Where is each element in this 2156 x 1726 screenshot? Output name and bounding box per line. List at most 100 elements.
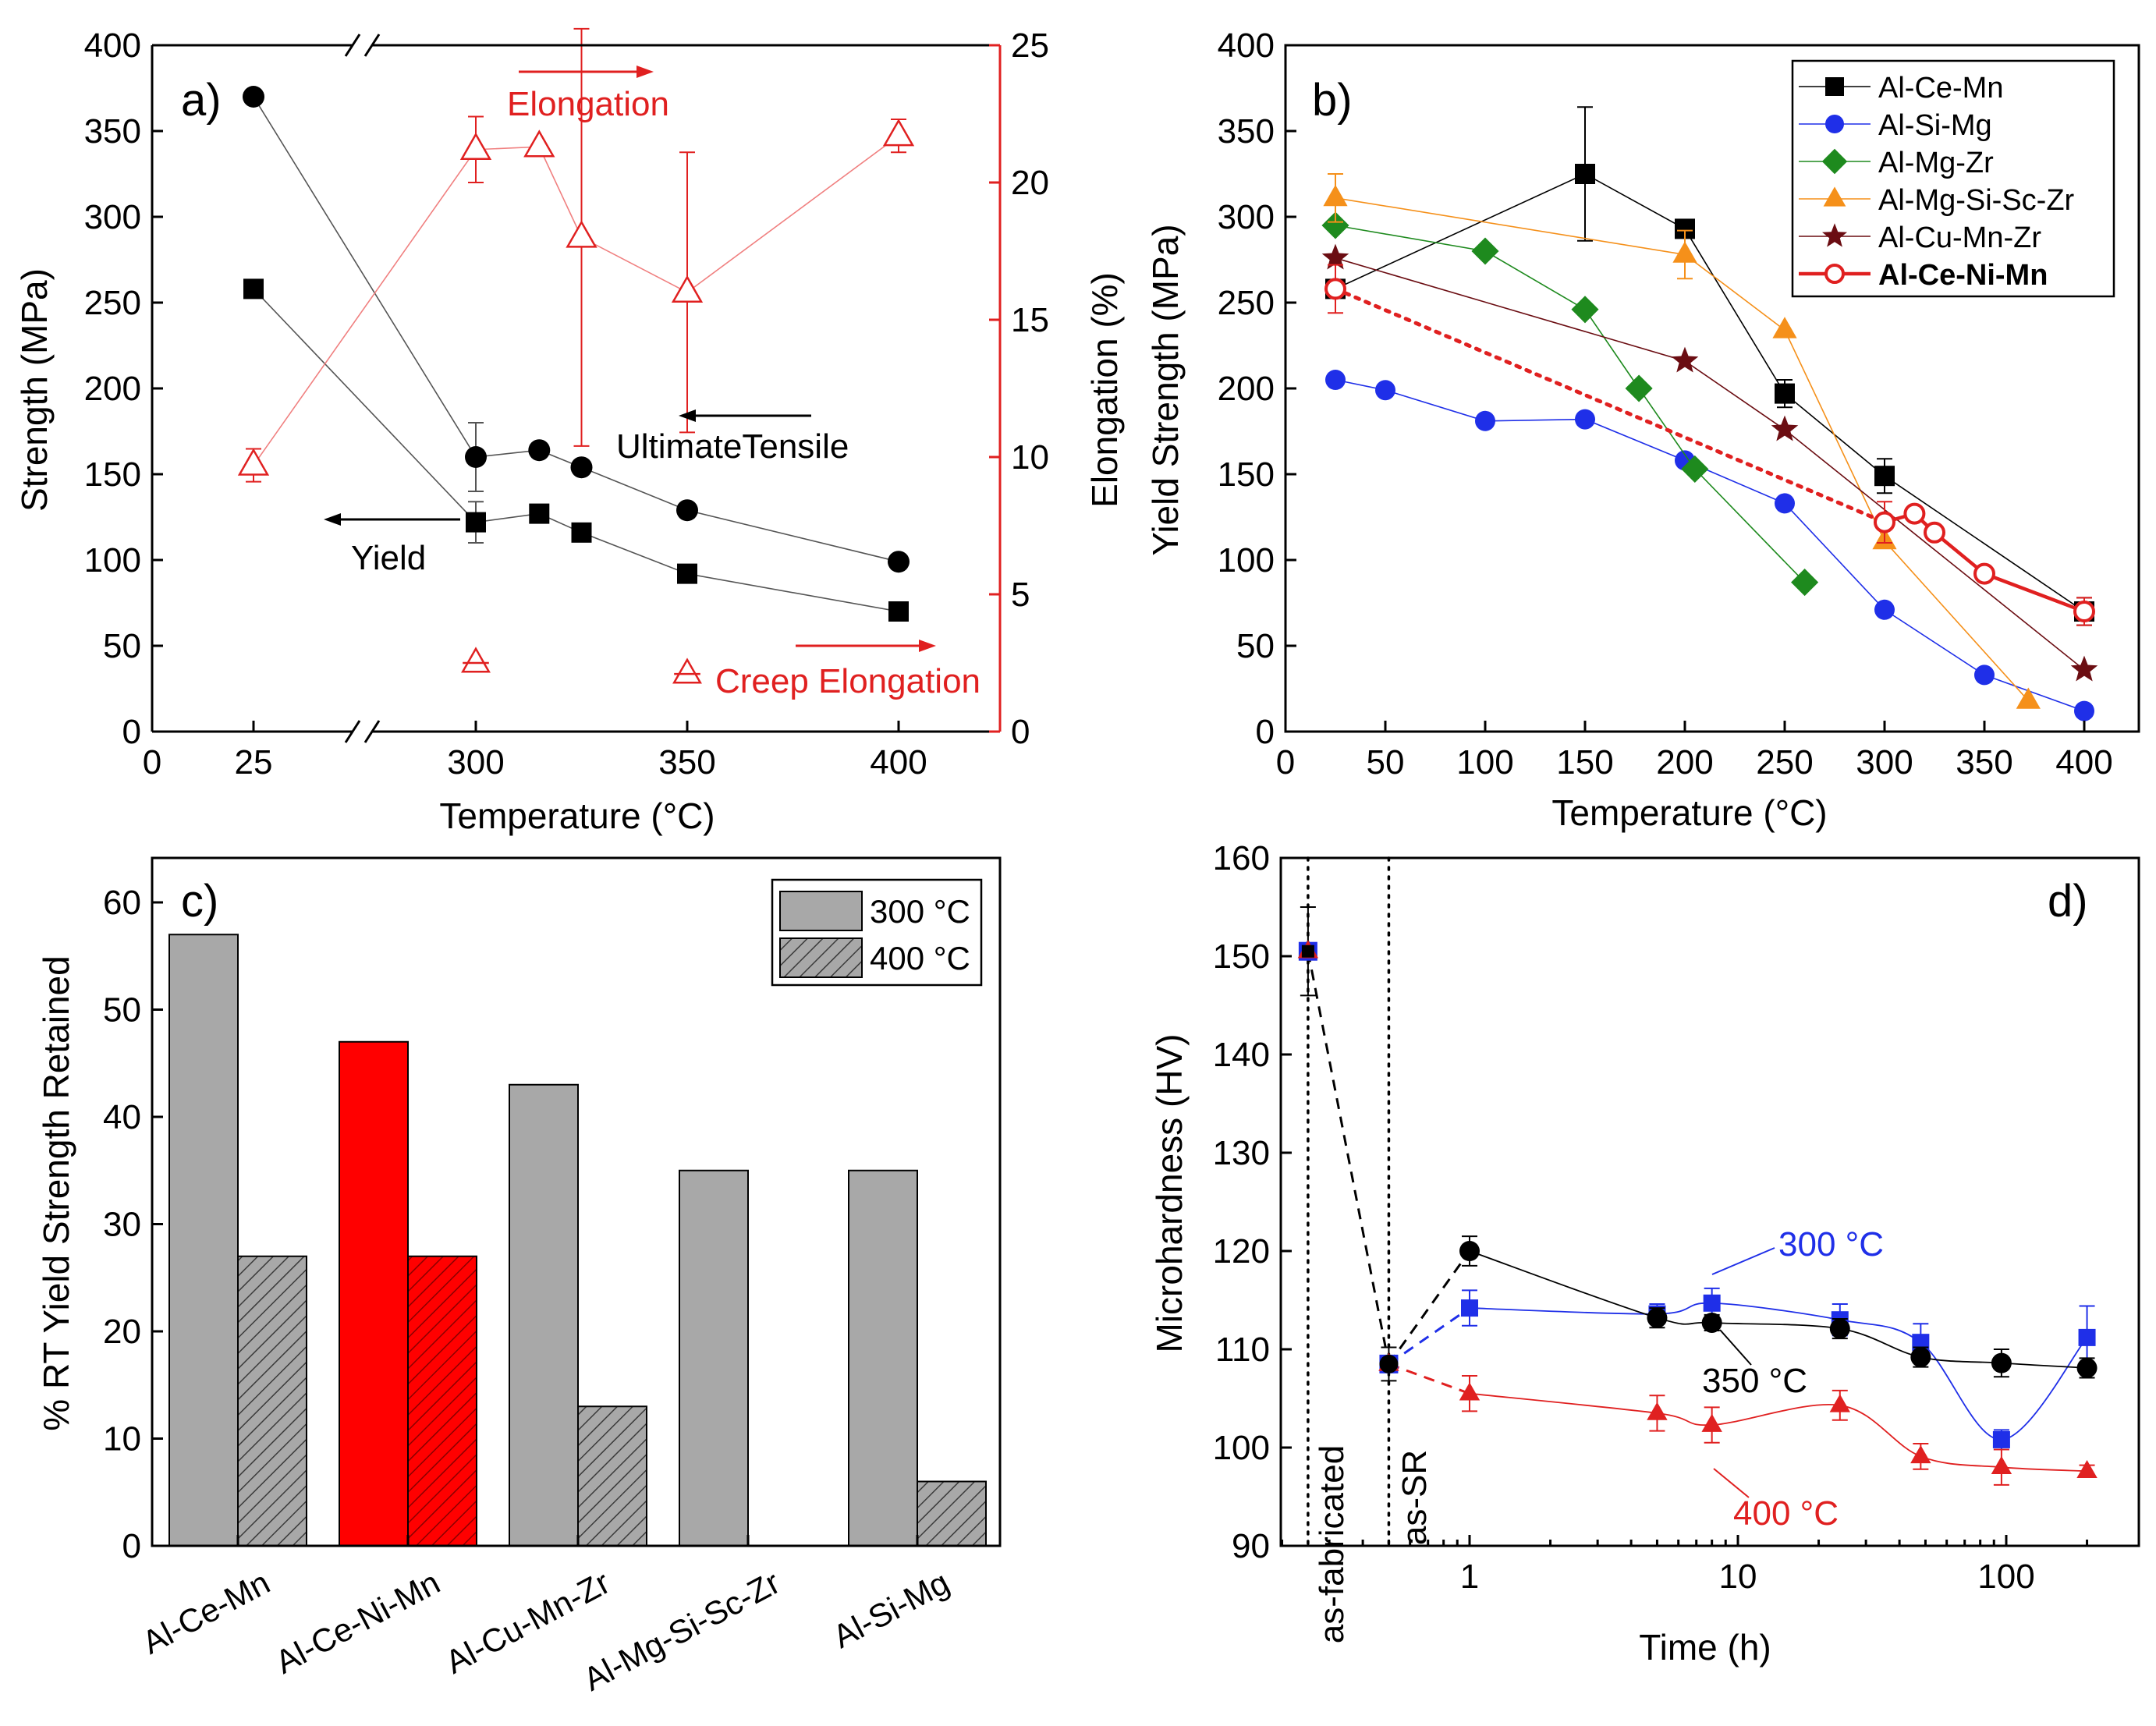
panel-b-series-Al-Mg-Zr [1321,211,1819,597]
panel-d-s2-point-0 [1459,1382,1480,1401]
bar-300-Al-Cu-Mn-Zr [509,1083,579,1547]
panel-d-vline-label-asfab: as-fabricated [1313,1445,1351,1643]
panel-d-series-350 °C [1459,1235,2097,1379]
panel-a-xtick-label-400: 400 [870,743,927,781]
panel-a-xlabel: Temperature (°C) [439,796,715,836]
bar-400-Al-Si-Mg [917,1480,987,1547]
panel-b-s4-point-1 [1671,346,1699,373]
panel-c-ytick-label-10: 10 [103,1420,141,1458]
panel-a-series-1 [243,278,909,622]
legend-b-marker-1 [1825,115,1844,133]
panel-b-ytick-label-50: 50 [1236,627,1275,665]
panel-c-ytick-label-0: 0 [122,1527,141,1565]
panel-c-ytick-label-30: 30 [103,1206,141,1244]
panel-a-s3-point-0-tri [461,647,491,673]
panel-d-s2-point-4 [1910,1445,1931,1464]
legend-b-marker-2 [1821,148,1848,175]
panel-c-legend: 300 °C 400 °C [771,878,983,987]
panel-b-xtick-label-250: 250 [1756,743,1813,781]
panel-d-s1-point-0 [1459,1241,1480,1261]
panel-a-series-2 [237,27,915,483]
legend-b-marker-4 [1822,223,1847,247]
panel-b-ytick-label-400: 400 [1218,27,1275,65]
panel-a-ytick-label-150: 150 [84,455,141,494]
panel-b-series-Al-Ce-Ni-Mn [1324,264,2095,626]
panel-b-xtick-label-350: 350 [1956,743,2012,781]
bar-400-Al-Ce-Ni-Mn [407,1255,477,1547]
panel-a-s0-point-5 [888,551,910,573]
bar-300-Al-Ce-Ni-Mn [339,1040,409,1547]
panel-a-series-0 [243,86,910,573]
panel-a-s1-point-3 [571,522,592,543]
panel-b-s0-point-4 [1874,466,1895,487]
legend-b-al-mg-zr: Al-Mg-Zr [1878,147,1994,179]
panel-b-xtick-label-100: 100 [1456,743,1513,781]
panel-d-s2-point-5 [1991,1455,2012,1474]
panel-d-ytick-label-100: 100 [1213,1429,1270,1467]
panel-d-s1-point-2 [1701,1312,1722,1333]
panel-d-s1-point-1 [1647,1307,1668,1328]
panel-b-series-Al-Si-Mg [1325,370,2094,721]
panel-d-s0-point-0 [1461,1299,1478,1317]
panel-d-label-400: 400 °C [1733,1494,1839,1533]
panel-b: 0 50 100 150 200 250 300 350 400 0 50 100 150 200 250 3… [1145,27,2140,833]
panel-d-series-400 °C [1459,1375,2097,1486]
legend-c-swatch-400 [779,937,863,978]
panel-a-s3-point-1-tri [672,657,702,684]
panel-d-leader-300 [1711,1247,1775,1275]
panel-a-label: a) [181,75,222,126]
panel-a-s2-point-1 [459,132,492,161]
bar-400-Al-Cu-Mn-Zr [577,1405,647,1547]
panel-d-ytick-label-150: 150 [1213,937,1270,976]
panel-d-s1-point-4 [1910,1347,1931,1368]
panel-d-leader-400 [1713,1468,1750,1498]
panel-d-sr-circle [1379,1354,1399,1373]
panel-b-s4-point-3 [2070,655,2098,682]
panel-c-marks [168,934,987,1547]
panel-a-s1-point-2 [529,503,550,524]
panel-b-s2-point-3 [1625,374,1653,402]
panel-b-ytick-label-200: 200 [1218,370,1275,408]
legend-c-300: 300 °C [870,893,970,930]
panel-a-series-2-line [253,135,899,466]
panel-c-category-label-1: Al-Ce-Ni-Mn [269,1564,445,1681]
panel-a-ytick-label-100: 100 [84,541,141,579]
panel-b-series-5-dotted [1333,286,1887,525]
panel-a-arrow-elongation-head [637,66,654,78]
panel-b-legend: Al-Ce-Mn Al-Si-Mg Al-Mg-Zr Al-Mg-Si-Sc-Z… [1791,59,2115,298]
panel-b-s4-point-0 [1321,243,1349,270]
panel-b-ytick-label-150: 150 [1218,455,1275,494]
bar-300-Al-Mg-Si-Sc-Zr [679,1169,749,1547]
panel-d-xtick-label-1: 1 [1460,1558,1479,1596]
panel-a-break-mark-2 [344,34,361,57]
panel-a-ytick-label-250: 250 [84,284,141,322]
panel-a-ytick-label-400: 400 [84,27,141,65]
panel-a-ytick-label-200: 200 [84,370,141,408]
panel-a-y2label: Elongation (%) [1084,272,1125,508]
panel-b-series-1-line [1335,379,2085,712]
panel-a-annot-creep: Creep Elongation [715,662,980,700]
panel-b-series-2-line [1335,225,1806,583]
panel-d-ytick-label-110: 110 [1215,1331,1270,1369]
panel-b-s5-point-1 [1874,511,1895,533]
panel-d-ytick-label-130: 130 [1213,1134,1270,1172]
panel-b-s5-point-5 [2073,601,2095,622]
panel-a-s2-point-4 [671,275,704,303]
legend-b-marker-5 [1824,264,1845,284]
panel-a-y2tick-label-15: 15 [1011,301,1049,339]
panel-d-ytick-label-120: 120 [1213,1232,1270,1271]
panel-d-frame [1279,856,2140,1547]
legend-c-swatch-300 [779,891,863,931]
panel-c: 0102030405060Al-Ce-MnAl-Ce-Ni-MnAl-Cu-Mn… [36,856,1002,1698]
panel-a-y2tick-label-20: 20 [1011,164,1049,202]
panel-a-ytick-label-50: 50 [103,627,141,665]
panel-d-dash-fab-to-sr [1307,951,1390,1365]
panel-c-category-label-4: Al-Si-Mg [827,1564,955,1655]
panel-a-s0-point-4 [676,499,698,522]
panel-b-s4-point-2 [1771,415,1799,441]
panel-b-s1-point-1 [1375,380,1395,401]
panel-a-s2-point-0 [237,448,270,476]
panel-b-s1-point-3 [1575,409,1595,430]
